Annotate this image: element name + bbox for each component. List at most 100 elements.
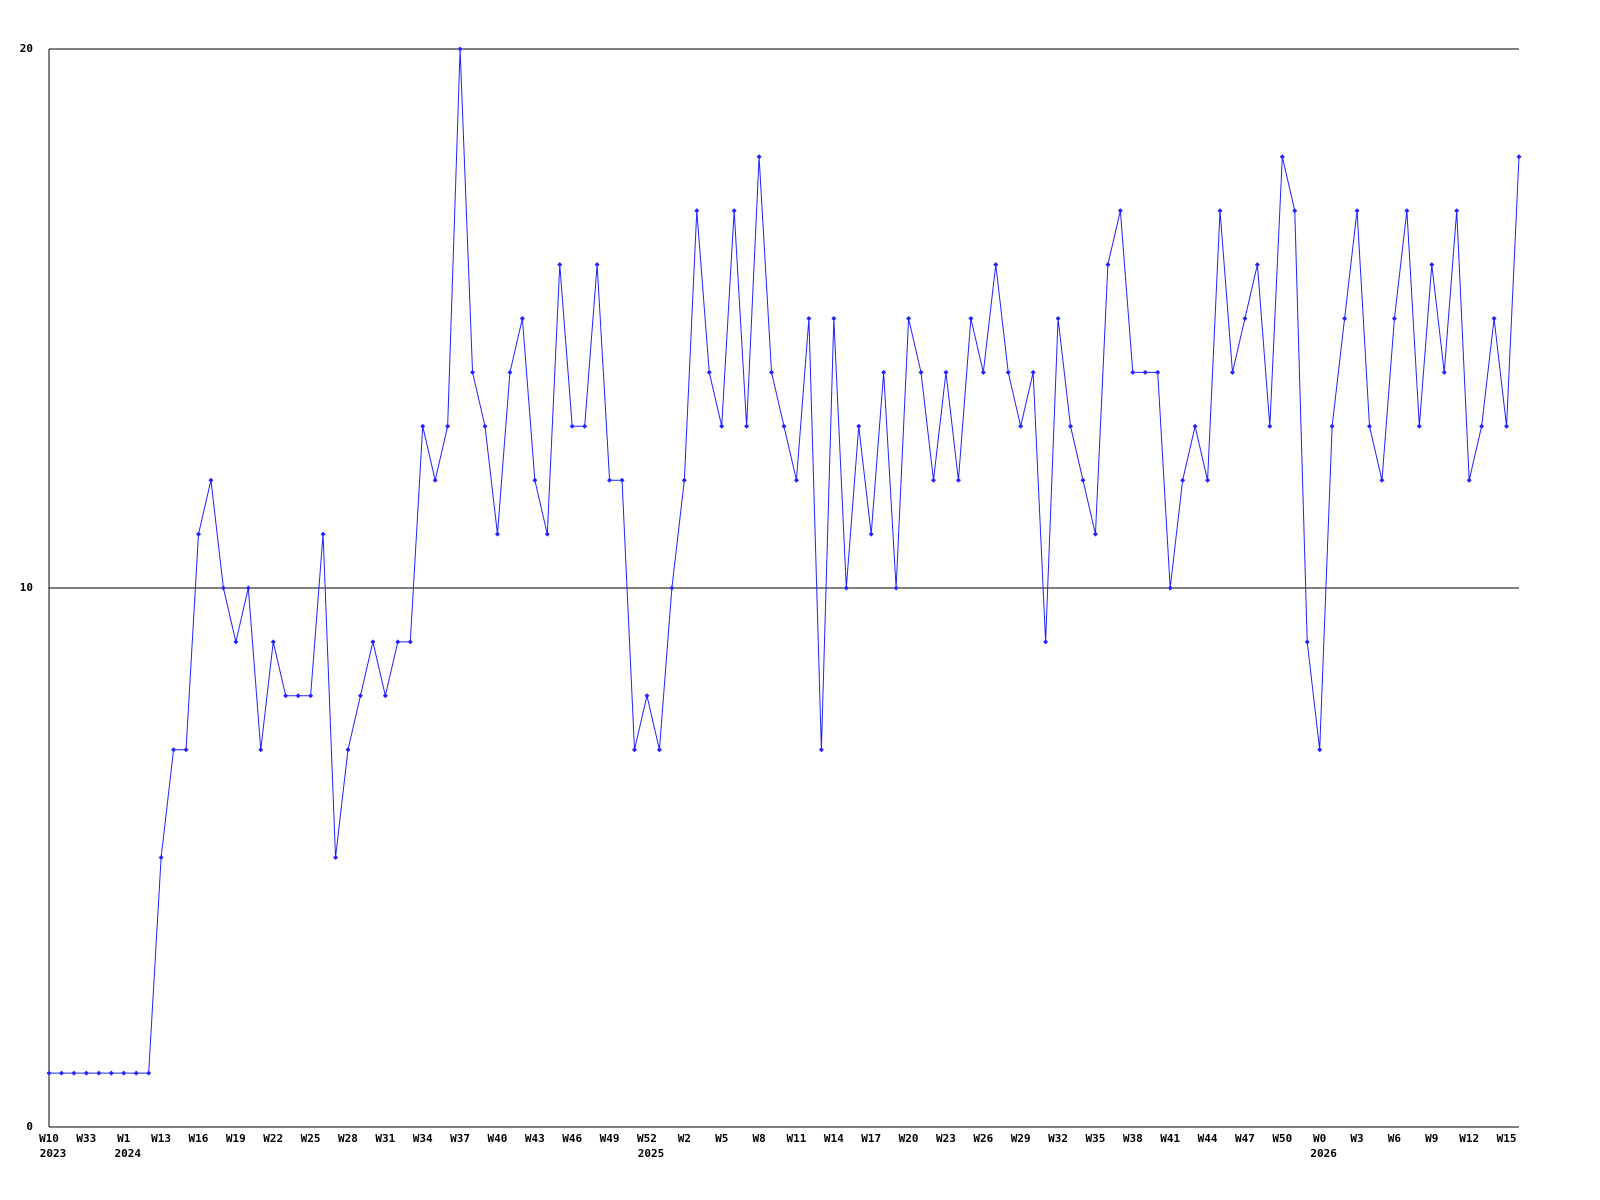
point-marker [632, 747, 638, 753]
point-marker [868, 531, 874, 537]
x-tick-label: W0 [1313, 1132, 1326, 1145]
point-marker [108, 1070, 114, 1076]
point-marker [582, 423, 588, 429]
x-tick-label: W11 [787, 1132, 807, 1145]
point-marker [370, 639, 376, 645]
point-marker [233, 639, 239, 645]
point-marker [270, 639, 276, 645]
point-marker [83, 1070, 89, 1076]
series-line [49, 48, 1520, 1074]
point-marker [706, 369, 712, 375]
point-marker [1429, 262, 1435, 268]
y-tick-label: 10 [20, 581, 33, 594]
x-tick-label: W46 [562, 1132, 582, 1145]
point-marker [1267, 423, 1273, 429]
point-marker [382, 693, 388, 699]
point-marker [333, 855, 339, 860]
x-tick-label: W28 [338, 1132, 358, 1145]
point-marker [258, 747, 264, 753]
point-marker [395, 639, 401, 645]
point-marker [357, 693, 363, 699]
point-marker [507, 369, 513, 375]
point-marker [1180, 477, 1186, 483]
point-marker [1329, 423, 1335, 429]
point-marker [1005, 369, 1011, 375]
point-marker [1279, 154, 1285, 160]
x-tick-label: W12 [1459, 1132, 1479, 1145]
point-marker [71, 1070, 77, 1076]
point-marker [644, 693, 650, 699]
x-tick-label: W19 [226, 1132, 246, 1145]
y-tick-label: 20 [20, 42, 33, 55]
point-marker [519, 316, 525, 321]
point-marker [432, 477, 438, 483]
point-marker [532, 477, 538, 483]
point-marker [283, 693, 289, 699]
point-marker [1441, 369, 1447, 375]
x-tick-label: W5 [715, 1132, 728, 1145]
x-tick-label: W44 [1198, 1132, 1218, 1145]
point-marker [407, 639, 413, 645]
point-marker [1142, 369, 1148, 375]
point-marker [345, 747, 351, 753]
year-label: 2026 [1310, 1147, 1337, 1160]
point-marker [1254, 262, 1260, 268]
point-marker [544, 531, 550, 537]
x-tick-label: W6 [1388, 1132, 1402, 1145]
x-tick-label: W10 [39, 1132, 59, 1145]
point-marker [856, 423, 862, 429]
point-marker [1117, 208, 1123, 214]
point-marker [1080, 477, 1086, 483]
x-tick-label: W25 [301, 1132, 321, 1145]
x-tick-label: W8 [752, 1132, 765, 1145]
point-marker [46, 1070, 52, 1076]
point-marker [1404, 208, 1410, 214]
point-marker [58, 1070, 64, 1076]
point-marker [1504, 423, 1510, 429]
x-tick-label: W23 [936, 1132, 956, 1145]
point-marker [943, 369, 949, 375]
point-marker [831, 316, 837, 321]
x-tick-label: W15 [1497, 1132, 1517, 1145]
point-marker [781, 423, 787, 429]
point-marker [930, 477, 936, 483]
point-marker [1516, 154, 1522, 160]
point-marker [220, 585, 226, 591]
point-marker [1217, 208, 1223, 214]
point-marker [320, 531, 326, 537]
year-label: 2023 [40, 1147, 67, 1160]
x-tick-label: W38 [1123, 1132, 1143, 1145]
x-tick-label: W17 [861, 1132, 881, 1145]
point-marker [1068, 423, 1074, 429]
point-marker [806, 316, 812, 321]
point-marker [482, 423, 488, 429]
point-marker [1416, 423, 1422, 429]
point-marker [470, 369, 476, 375]
x-tick-label: W14 [824, 1132, 844, 1145]
point-marker [1205, 477, 1211, 483]
point-marker [96, 1070, 102, 1076]
point-marker [594, 262, 600, 268]
point-marker [1155, 369, 1161, 375]
x-tick-label: W22 [263, 1132, 283, 1145]
point-marker [1105, 262, 1111, 268]
x-tick-label: W41 [1160, 1132, 1180, 1145]
point-marker [918, 369, 924, 375]
point-marker [133, 1070, 139, 1076]
point-marker [669, 585, 675, 591]
point-marker [769, 369, 775, 375]
point-marker [557, 262, 563, 268]
x-tick-label: W29 [1011, 1132, 1031, 1145]
point-marker [1192, 423, 1198, 429]
x-tick-label: W32 [1048, 1132, 1068, 1145]
point-marker [1229, 369, 1235, 375]
x-tick-label: W13 [151, 1132, 171, 1145]
point-marker [195, 531, 201, 537]
point-marker [1130, 369, 1136, 375]
point-marker [158, 855, 164, 860]
x-tick-label: W40 [488, 1132, 508, 1145]
point-marker [756, 154, 762, 160]
point-marker [1317, 747, 1323, 753]
point-marker [993, 262, 999, 268]
